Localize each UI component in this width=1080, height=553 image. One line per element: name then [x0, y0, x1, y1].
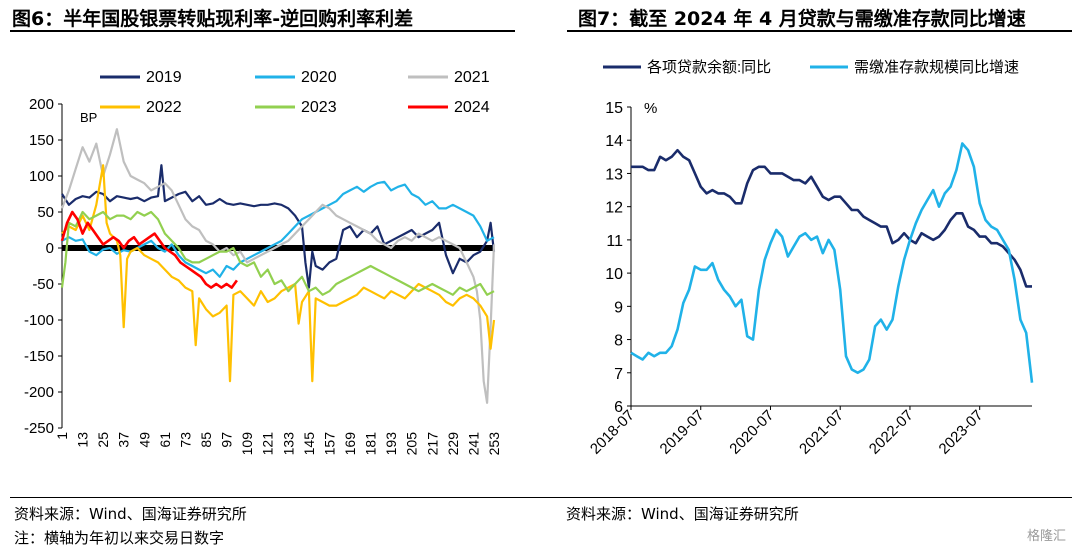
right-series-line-2	[630, 142, 1034, 383]
left-y-tick-label: -50	[32, 276, 54, 293]
left-x-tick-label: 85	[198, 432, 214, 448]
left-x-tick-label: 181	[363, 432, 379, 456]
left-y-tick-label: -200	[24, 384, 54, 401]
right-x-tick-label: 2023-07	[936, 407, 987, 458]
left-x-tick-label: 97	[219, 432, 235, 448]
left-y-tick-label: 200	[29, 96, 54, 113]
left-y-tick-label: 0	[46, 240, 54, 257]
left-x-tick-label: 133	[280, 432, 296, 456]
left-x-tick-label: 145	[301, 432, 317, 456]
left-series-line-2023	[60, 210, 495, 296]
right-title-rule	[567, 30, 1072, 32]
left-legend-label-2023: 2023	[301, 99, 337, 116]
left-x-tick-label: 49	[136, 432, 152, 448]
left-chart-title: 图6：半年国股银票转贴现利率-逆回购利率利差	[12, 8, 414, 30]
right-x-tick-label: 2018-07	[587, 407, 638, 458]
left-x-tick-label: 229	[445, 432, 461, 456]
left-y-tick-label: 150	[29, 132, 54, 149]
left-legend-label-2022: 2022	[146, 99, 182, 116]
left-x-tick-label: 169	[342, 432, 358, 456]
left-x-tick-label: 37	[116, 432, 132, 448]
left-y-unit-label: BP	[80, 110, 97, 125]
right-y-tick-label: 6	[614, 399, 623, 416]
left-y-tick-label: -250	[24, 420, 54, 437]
left-x-tick-label: 13	[75, 432, 91, 448]
left-legend-label-2024: 2024	[454, 99, 490, 116]
footer-rule	[10, 497, 1072, 498]
left-series-line-2021	[60, 128, 496, 404]
left-x-tick-label: 217	[424, 432, 440, 456]
left-legend-label-2021: 2021	[454, 69, 490, 86]
left-y-tick-label: -100	[24, 312, 54, 329]
right-y-tick-label: 8	[614, 333, 623, 350]
right-y-tick-label: 7	[614, 366, 623, 383]
right-source-note: 资料来源：Wind、国海证券研究所	[566, 505, 799, 523]
left-chart: 200 150 100 50 0 -50 -100 -150 -200 -250 1 13 25 37 49…	[24, 69, 502, 455]
left-x-tick-label: 121	[260, 432, 276, 456]
right-y-tick-label: 15	[605, 100, 623, 117]
left-series-line-2019	[61, 164, 496, 289]
right-y-tick-label: 9	[614, 299, 623, 316]
right-y-tick-label: 12	[605, 200, 623, 217]
left-x-tick-label: 25	[95, 432, 111, 448]
left-x-tick-label: 157	[321, 432, 337, 456]
left-x-tick-label: 73	[177, 432, 193, 448]
right-y-tick-label: 11	[606, 233, 623, 250]
left-x-tick-label: 109	[239, 432, 255, 456]
right-x-tick-label: 2019-07	[657, 407, 708, 458]
right-y-tick-label: 10	[605, 266, 623, 283]
left-source-note: 资料来源：Wind、国海证券研究所	[14, 505, 247, 523]
right-x-tick-label: 2020-07	[726, 407, 777, 458]
left-title-rule	[10, 30, 515, 32]
left-x-tick-label: 205	[404, 432, 420, 456]
right-x-tick-label: 2021-07	[796, 407, 847, 458]
left-legend-label-2020: 2020	[301, 69, 337, 86]
watermark-text: 格隆汇	[1026, 529, 1066, 544]
right-legend-label-2: 需缴准存款规模同比增速	[854, 59, 1019, 76]
left-x-tick-label: 241	[465, 432, 481, 456]
right-y-tick-label: 13	[605, 166, 623, 183]
left-x-tick-label: 61	[157, 432, 173, 448]
left-x-tick-label: 1	[54, 432, 70, 440]
left-y-tick-label: 100	[29, 168, 54, 185]
right-legend-label-1: 各项贷款余额:同比	[647, 58, 771, 76]
left-y-tick-label: 50	[37, 204, 54, 221]
left-axis-note: 注：横轴为年初以来交易日数字	[14, 529, 225, 547]
left-x-tick-label: 193	[383, 432, 399, 456]
right-y-tick-label: 14	[605, 133, 623, 150]
left-x-tick-label: 253	[486, 432, 502, 456]
right-series-line-1	[631, 148, 1032, 288]
right-x-tick-label: 2022-07	[866, 407, 917, 458]
right-y-unit-label: %	[644, 100, 657, 117]
left-series-line-2022	[61, 164, 496, 383]
left-legend-label-2019: 2019	[146, 69, 182, 86]
right-chart-title: 图7：截至 2024 年 4 月贷款与需缴准存款同比增速	[578, 8, 1026, 30]
watermark-logo: 格隆汇	[1027, 525, 1066, 544]
left-series-line-2024	[60, 210, 238, 289]
left-y-tick-label: -150	[24, 348, 54, 365]
